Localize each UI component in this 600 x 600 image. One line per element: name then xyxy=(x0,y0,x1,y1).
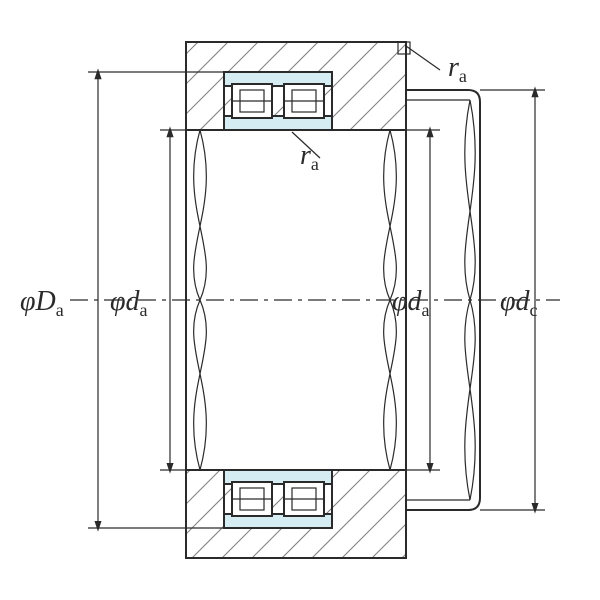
bearing-diagram: φDa φda φda φdc ra ra xyxy=(0,0,600,600)
label-phi-Da: φDa xyxy=(20,286,64,320)
label-phi-da-left: φda xyxy=(110,286,148,320)
label-ra-top: ra xyxy=(448,52,467,86)
label-phi-dc: φdc xyxy=(500,286,538,320)
